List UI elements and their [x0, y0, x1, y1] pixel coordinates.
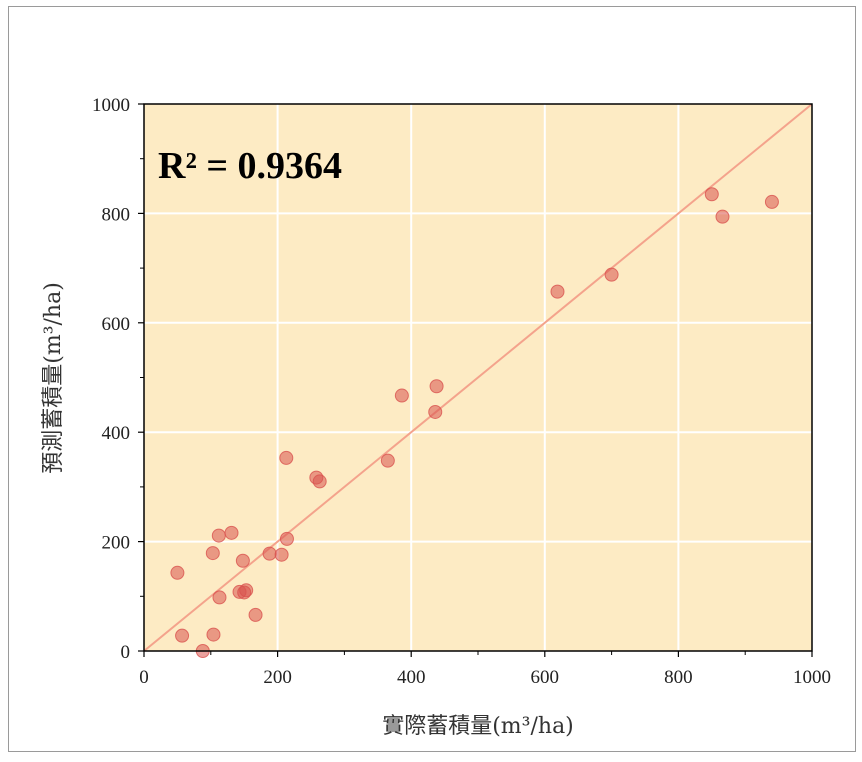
data-point	[239, 583, 254, 598]
data-points	[170, 187, 779, 658]
x-axis-title: 實際蓄積量(m³/ha)	[382, 714, 574, 739]
x-tick-label: 1000	[793, 667, 831, 688]
data-point	[764, 194, 779, 209]
data-point	[235, 553, 250, 568]
y-tick-label: 400	[102, 423, 131, 444]
y-axis-title: 預測蓄積量(m³/ha)	[41, 282, 66, 474]
data-point	[248, 607, 263, 622]
data-point	[312, 474, 327, 489]
x-tick-label: 600	[531, 667, 560, 688]
data-point	[170, 565, 185, 580]
data-point	[550, 284, 565, 299]
y-tick-label: 1000	[92, 95, 130, 116]
data-point	[274, 547, 289, 562]
x-tick-label: 400	[397, 667, 426, 688]
data-point	[428, 404, 443, 419]
data-point	[262, 546, 277, 561]
x-tick-label: 0	[139, 667, 149, 688]
y-tick-label: 200	[102, 533, 131, 554]
y-tick-label: 800	[102, 204, 131, 225]
y-tick-label: 0	[121, 642, 131, 663]
data-point	[224, 525, 239, 540]
data-point	[394, 388, 409, 403]
data-point	[279, 450, 294, 465]
data-point	[715, 209, 730, 224]
x-tick-label: 800	[664, 667, 693, 688]
reference-line	[143, 103, 813, 652]
y-tick-label: 600	[102, 314, 131, 335]
axis-ticks: 0 200 400 600 800 1000 0 200 400 600 800 1000	[92, 95, 831, 688]
x-tick-label: 200	[263, 667, 292, 688]
data-point	[205, 546, 220, 561]
r-squared-annotation: R² = 0.9364	[158, 145, 342, 187]
data-point	[704, 187, 719, 202]
grid-lines	[144, 104, 812, 651]
data-point	[211, 528, 226, 543]
data-point	[429, 379, 444, 394]
data-point	[380, 453, 395, 468]
data-point	[212, 590, 227, 605]
data-point	[604, 267, 619, 282]
data-point	[279, 531, 294, 546]
data-point	[206, 627, 221, 642]
data-point	[175, 628, 190, 643]
